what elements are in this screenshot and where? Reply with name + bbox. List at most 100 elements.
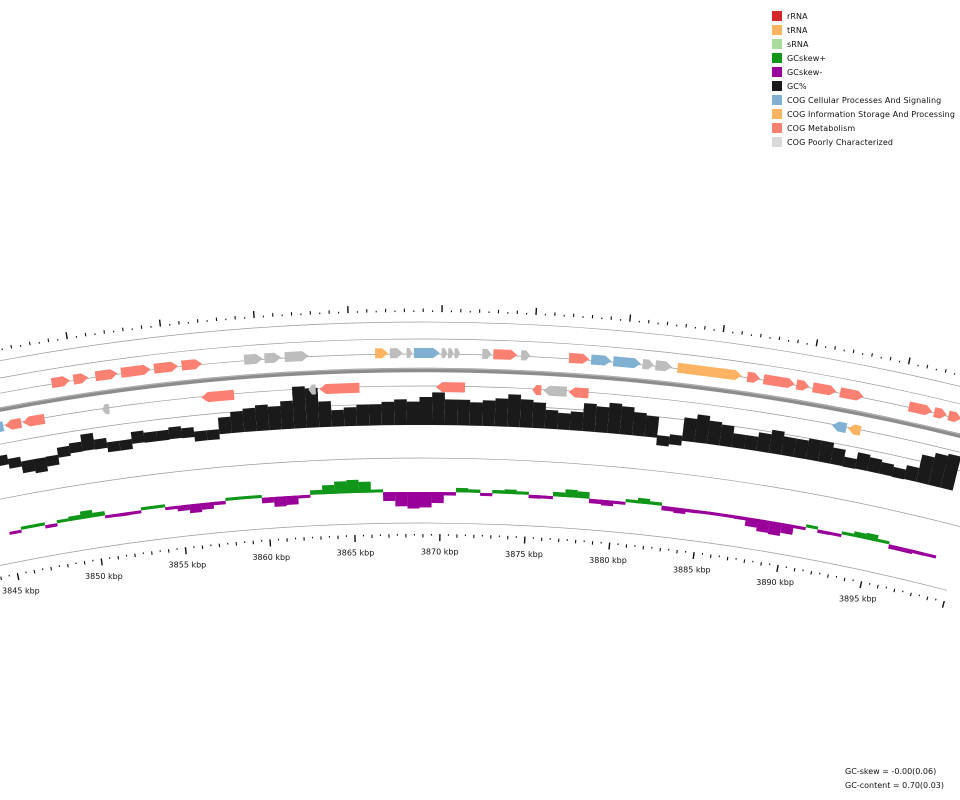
ruler-tick bbox=[65, 332, 68, 340]
gc-content-band bbox=[621, 406, 635, 418]
gc-skew-bin bbox=[334, 490, 347, 494]
gene-feature bbox=[319, 382, 360, 394]
gc-skew-bin bbox=[553, 493, 566, 497]
legend-item-cog-metabolism: COG Metabolism bbox=[772, 121, 958, 135]
ruler-tick bbox=[871, 353, 873, 357]
gc-skew-negative bbox=[395, 492, 408, 507]
ruler-tick bbox=[944, 369, 947, 373]
scale-label: 3860 kbp bbox=[252, 553, 290, 562]
gc-content-band bbox=[720, 424, 735, 437]
ruler-tick bbox=[726, 556, 729, 561]
ruler-tick bbox=[778, 336, 781, 341]
ruler-tick bbox=[83, 561, 86, 565]
track-circle bbox=[0, 321, 960, 387]
gc-skew-bin bbox=[273, 496, 287, 500]
gene-feature bbox=[389, 348, 403, 359]
ruler-tick bbox=[117, 555, 120, 560]
gc-content-band bbox=[230, 411, 244, 422]
gc-content-band bbox=[119, 439, 133, 451]
gc-skew-bin bbox=[140, 505, 154, 511]
gc-content-band bbox=[495, 398, 509, 409]
gc-content-band bbox=[444, 399, 458, 410]
gc-content-band bbox=[242, 407, 256, 419]
ruler-tick bbox=[184, 547, 187, 555]
gc-content-band bbox=[842, 456, 857, 469]
track-circle bbox=[0, 338, 960, 405]
gene-feature bbox=[642, 359, 654, 370]
gc-content-stat: GC-content = 0.70(0.03) bbox=[845, 781, 944, 790]
gene-feature bbox=[448, 348, 454, 359]
gc-skew-bin bbox=[709, 511, 722, 517]
gc-skew-bin bbox=[322, 490, 335, 495]
gene-feature bbox=[5, 418, 23, 430]
legend-swatch bbox=[772, 109, 782, 119]
gc-skew-bin bbox=[888, 544, 901, 550]
legend-item-cog-poorly: COG Poorly Characterized bbox=[772, 135, 958, 149]
gc-content-band bbox=[130, 430, 145, 443]
ruler-tick bbox=[834, 346, 836, 350]
gene-feature bbox=[590, 354, 612, 366]
gc-content-bin bbox=[519, 404, 534, 428]
ruler-tick bbox=[134, 553, 136, 558]
gene-feature bbox=[568, 352, 590, 364]
gene-feature bbox=[746, 371, 760, 383]
ruler-tick bbox=[50, 566, 53, 571]
ruler-tick bbox=[941, 600, 945, 608]
ruler-tick bbox=[859, 581, 863, 589]
gc-skew-bin bbox=[793, 525, 806, 531]
gc-content-band bbox=[583, 403, 597, 414]
gc-skew-bin bbox=[841, 531, 855, 537]
gc-content-band bbox=[267, 406, 281, 417]
ruler-tick bbox=[926, 364, 929, 369]
gc-content-band bbox=[469, 402, 483, 413]
ruler-tick bbox=[28, 341, 31, 346]
gc-skew-bin bbox=[540, 495, 553, 500]
gc-content-bin bbox=[619, 411, 635, 436]
gc-skew-bin bbox=[673, 507, 686, 512]
gc-skew-bin bbox=[613, 500, 626, 505]
gc-skew-bin bbox=[56, 518, 69, 524]
scale-label: 3880 kbp bbox=[589, 556, 627, 565]
gc-skew-bin bbox=[310, 491, 323, 495]
gc-skew-bin bbox=[769, 521, 782, 526]
legend-item-cog-cellular: COG Cellular Processes And Signaling bbox=[772, 93, 958, 107]
gc-content-band bbox=[891, 466, 906, 480]
gc-skew-negative bbox=[407, 492, 420, 509]
gc-content-band bbox=[21, 461, 36, 474]
legend-swatch bbox=[772, 137, 782, 147]
gc-content-band bbox=[532, 402, 547, 413]
gc-content-bin bbox=[292, 391, 307, 429]
legend-item-gc-percent: GC% bbox=[772, 79, 958, 93]
scale-label: 3855 kbp bbox=[169, 561, 207, 570]
legend-label: COG Metabolism bbox=[787, 123, 856, 133]
gc-content-band bbox=[708, 420, 723, 433]
gc-skew-bin bbox=[577, 494, 590, 499]
gc-content-bin bbox=[432, 397, 445, 426]
gc-skew-bin bbox=[213, 500, 226, 505]
gc-skew-bin bbox=[601, 499, 614, 504]
legend-label: COG Poorly Characterized bbox=[787, 137, 894, 147]
gc-content-band bbox=[656, 435, 670, 447]
gc-content-band bbox=[168, 426, 182, 438]
gc-content-band bbox=[368, 404, 382, 415]
gc-content-bin bbox=[507, 399, 521, 428]
gene-feature bbox=[0, 421, 5, 432]
gene-feature bbox=[375, 348, 389, 359]
gc-skew-bin bbox=[407, 492, 420, 495]
gc-skew-bin bbox=[237, 495, 250, 500]
gc-skew-stat: GC-skew = -0.00(0.06) bbox=[845, 767, 937, 776]
gc-skew-bin bbox=[129, 510, 142, 515]
gc-skew-bin bbox=[152, 504, 166, 509]
gc-content-bin bbox=[419, 402, 433, 425]
ruler-tick bbox=[100, 558, 103, 566]
scale-label: 3870 kbp bbox=[421, 548, 459, 557]
scale-label: 3885 kbp bbox=[673, 565, 711, 574]
gc-skew-bin bbox=[492, 490, 505, 494]
gc-content-band bbox=[633, 412, 647, 424]
gc-content-band bbox=[106, 440, 121, 453]
legend-swatch bbox=[772, 25, 782, 35]
gc-skew-bin bbox=[589, 498, 602, 503]
gene-feature bbox=[201, 389, 235, 403]
gc-content-band bbox=[683, 417, 698, 429]
